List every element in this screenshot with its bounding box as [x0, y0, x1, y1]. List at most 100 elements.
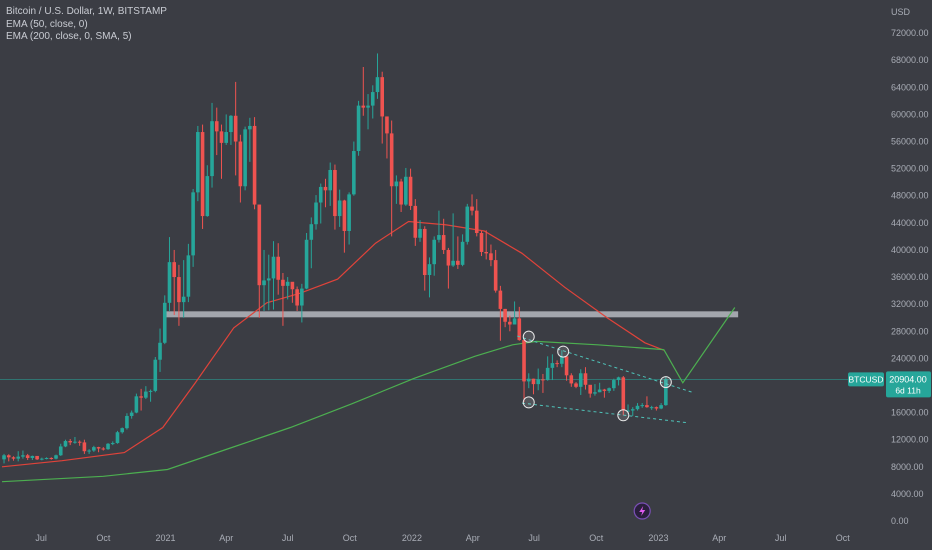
- candle-body: [564, 356, 569, 376]
- candle-body: [441, 235, 446, 250]
- candle-body: [451, 260, 455, 266]
- support-resistance-zone[interactable]: [165, 311, 739, 318]
- y-tick-label: 68000.00: [891, 55, 929, 65]
- candle-body: [129, 412, 134, 416]
- candle: [276, 243, 281, 295]
- candle: [238, 134, 243, 203]
- candle: [328, 162, 333, 206]
- candle: [437, 210, 441, 243]
- x-tick-label: Jul: [35, 533, 47, 543]
- candle-body: [153, 359, 158, 391]
- indicator-ema200-label[interactable]: EMA (200, close, 0, SMA, 5): [6, 31, 132, 42]
- candle: [427, 257, 432, 298]
- candle: [635, 403, 640, 411]
- candle-body: [640, 405, 645, 407]
- candle-body: [219, 131, 224, 143]
- candle-body: [333, 169, 337, 217]
- ema200-line: [1, 340, 664, 483]
- candle-body: [456, 260, 460, 265]
- candle: [555, 360, 559, 368]
- candle-body: [44, 457, 49, 459]
- candle: [2, 453, 6, 464]
- candle-body: [541, 379, 545, 381]
- candle-body: [63, 441, 68, 447]
- candle-body: [380, 77, 385, 117]
- indicator-ema50-label[interactable]: EMA (50, close, 0): [6, 18, 88, 30]
- candle-body: [58, 446, 63, 456]
- candle: [139, 388, 143, 411]
- candle-body: [460, 241, 465, 265]
- candle-body: [295, 289, 299, 306]
- candle: [58, 443, 63, 456]
- candle-body: [649, 407, 654, 409]
- candle: [314, 195, 318, 230]
- y-tick-label: 36000.00: [891, 272, 929, 282]
- symbol-title[interactable]: Bitcoin / U.S. Dollar, 1W, BITSTAMP: [6, 6, 167, 17]
- candle-body: [224, 132, 229, 143]
- candle-body: [531, 378, 536, 385]
- candle-body: [266, 278, 271, 281]
- candle-body: [555, 363, 559, 365]
- price-tag-value: 20904.00: [889, 374, 927, 384]
- candle: [92, 445, 96, 452]
- candle: [441, 218, 446, 255]
- candle-body: [630, 409, 635, 411]
- candle-body: [200, 132, 205, 217]
- x-tick-label: Oct: [343, 533, 358, 543]
- candle-body: [158, 342, 162, 360]
- candle: [489, 244, 493, 267]
- candle-body: [489, 253, 493, 261]
- candle: [6, 454, 11, 462]
- candle-body: [134, 396, 139, 413]
- candle: [162, 295, 167, 345]
- candle-body: [626, 410, 630, 412]
- candle-body: [2, 455, 6, 460]
- candle: [578, 369, 583, 395]
- y-tick-label: 16000.00: [891, 408, 929, 418]
- candle: [110, 441, 115, 446]
- candle: [35, 455, 39, 461]
- candle-body: [389, 133, 394, 187]
- candle: [352, 141, 356, 196]
- candle-body: [399, 181, 403, 205]
- candle: [342, 199, 347, 253]
- candle-body: [404, 176, 408, 205]
- candle-body: [432, 239, 437, 265]
- candle-body: [578, 373, 583, 387]
- candle-body: [210, 121, 214, 177]
- candle-body: [323, 186, 328, 191]
- candle-body: [314, 202, 318, 225]
- candle-body: [654, 407, 659, 409]
- price-tag-bg: [886, 371, 931, 398]
- candles[interactable]: [2, 53, 668, 464]
- candle: [512, 301, 517, 325]
- candle: [659, 403, 663, 410]
- candle: [583, 367, 588, 390]
- candle-body: [6, 455, 11, 458]
- x-tick-label: Oct: [96, 533, 111, 543]
- candle: [503, 308, 507, 328]
- candle-body: [526, 378, 531, 382]
- candle: [158, 328, 162, 372]
- candle: [257, 204, 262, 318]
- candle: [404, 167, 408, 206]
- candle-body: [635, 405, 640, 410]
- candle: [101, 447, 106, 451]
- candle: [560, 350, 564, 368]
- candle: [243, 126, 247, 191]
- candle: [229, 115, 233, 145]
- candle-body: [560, 356, 564, 364]
- y-tick-label: 8000.00: [891, 462, 924, 472]
- candle-body: [271, 256, 276, 279]
- drawings[interactable]: [517, 307, 736, 520]
- candle: [456, 236, 460, 269]
- candle: [460, 234, 465, 267]
- candle-body: [77, 441, 82, 443]
- candle: [366, 94, 370, 130]
- candle-body: [148, 390, 153, 392]
- candle: [125, 413, 129, 430]
- candle-body: [474, 210, 479, 234]
- candle: [550, 354, 555, 381]
